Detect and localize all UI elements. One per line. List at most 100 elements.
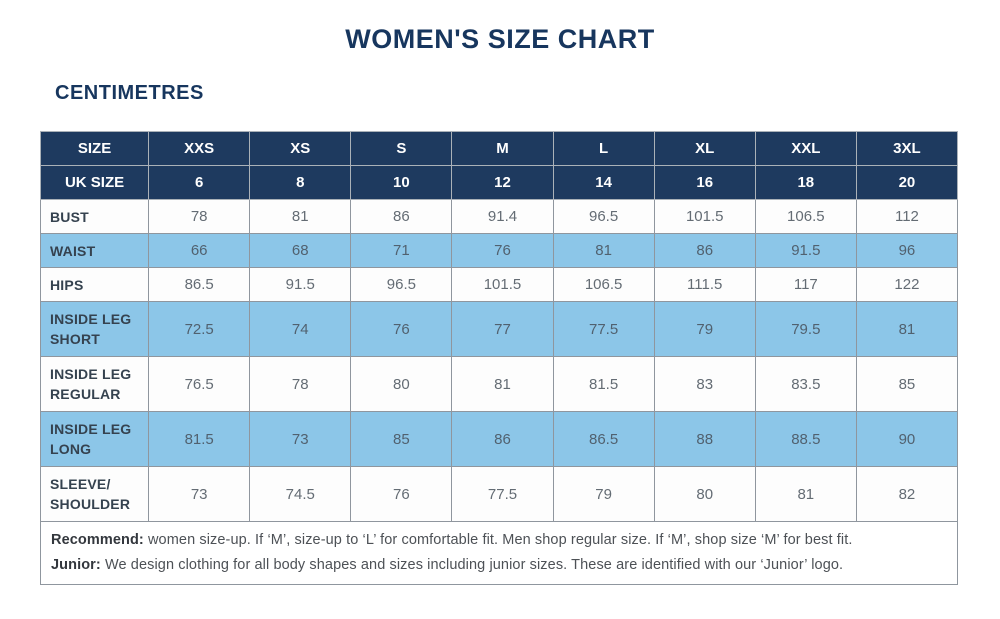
note-line: Junior: We design clothing for all body … — [51, 557, 844, 573]
header-row-label: SIZE — [39, 131, 150, 166]
table-row: INSIDE LEG REGULAR 76.5 78 80 81 81.5 83 83.5 85 — [39, 356, 959, 412]
row-label: SLEEVE/SHOULDER — [39, 466, 150, 522]
row-label: INSIDE LEG SHORT — [39, 301, 150, 357]
table-row: SLEEVE/SHOULDER 73 74.5 76 77.5 79 80 81 82 — [39, 466, 959, 522]
measurement-cell: 91.5 — [249, 267, 352, 302]
header-size-cell: 3XL — [855, 131, 959, 166]
measurement-cell: 68 — [249, 233, 352, 268]
measurement-cell: 96.5 — [350, 267, 453, 302]
header-size-cell: M — [451, 131, 554, 166]
measurement-cell: 85 — [350, 411, 453, 467]
measurement-cell: 79 — [653, 301, 756, 357]
measurement-cell: 91.4 — [451, 199, 554, 234]
measurement-cell: 77.5 — [451, 466, 554, 522]
measurement-cell: 122 — [855, 267, 959, 302]
header-size-cell: L — [552, 131, 655, 166]
measurement-cell: 90 — [855, 411, 959, 467]
measurement-cell: 79 — [552, 466, 655, 522]
measurement-cell: 81 — [855, 301, 959, 357]
measurement-cell: 80 — [350, 356, 453, 412]
row-label: BUST — [39, 199, 150, 234]
measurement-cell: 73 — [249, 411, 352, 467]
table-row: WAIST 66 68 71 76 81 86 91.5 96 — [39, 233, 959, 268]
measurement-cell: 82 — [855, 466, 959, 522]
measurement-cell: 86.5 — [552, 411, 655, 467]
measurement-cell: 80 — [653, 466, 756, 522]
header-size-cell: 18 — [754, 165, 857, 200]
measurement-cell: 96.5 — [552, 199, 655, 234]
size-chart-table: SIZE XXS XS S M L XL XXL 3XL UK SIZE 6 8 10 12 14 16 18 2… — [39, 131, 959, 585]
measurement-cell: 66 — [148, 233, 251, 268]
table-row: INSIDE LEG SHORT 72.5 74 76 77 77.5 79 79.5 81 — [39, 301, 959, 357]
row-label: HIPS — [39, 267, 150, 302]
measurement-cell: 76 — [350, 466, 453, 522]
header-size-cell: 16 — [653, 165, 756, 200]
measurement-cell: 88.5 — [754, 411, 857, 467]
measurement-cell: 86 — [451, 411, 554, 467]
measurement-cell: 85 — [855, 356, 959, 412]
header-size-cell: 6 — [148, 165, 251, 200]
measurement-cell: 81 — [451, 356, 554, 412]
header-row: SIZE XXS XS S M L XL XXL 3XL — [39, 131, 959, 166]
header-size-cell: S — [350, 131, 453, 166]
measurement-cell: 77 — [451, 301, 554, 357]
measurement-cell: 86 — [653, 233, 756, 268]
measurement-cell: 106.5 — [552, 267, 655, 302]
table-header: SIZE XXS XS S M L XL XXL 3XL UK SIZE 6 8 10 12 14 16 18 2… — [39, 131, 959, 200]
measurement-cell: 77.5 — [552, 301, 655, 357]
measurement-cell: 73 — [148, 466, 251, 522]
measurement-cell: 86 — [350, 199, 453, 234]
measurement-cell: 76.5 — [148, 356, 251, 412]
header-size-cell: 20 — [855, 165, 959, 200]
measurement-cell: 101.5 — [653, 199, 756, 234]
measurement-cell: 79.5 — [754, 301, 857, 357]
table-row: INSIDE LEG LONG 81.5 73 85 86 86.5 88 88.5 90 — [39, 411, 959, 467]
header-row: UK SIZE 6 8 10 12 14 16 18 20 — [39, 165, 959, 200]
page-title: WOMEN'S SIZE CHART — [345, 24, 655, 54]
measurement-cell: 81.5 — [552, 356, 655, 412]
header-size-cell: XXL — [754, 131, 857, 166]
measurement-cell: 76 — [350, 301, 453, 357]
row-label: INSIDE LEG REGULAR — [39, 356, 150, 412]
measurement-cell: 101.5 — [451, 267, 554, 302]
measurement-cell: 81 — [249, 199, 352, 234]
header-size-cell: XXS — [148, 131, 251, 166]
row-label: WAIST — [39, 233, 150, 268]
measurement-cell: 71 — [350, 233, 453, 268]
measurement-cell: 106.5 — [754, 199, 857, 234]
measurement-cell: 86.5 — [148, 267, 251, 302]
measurement-cell: 74.5 — [249, 466, 352, 522]
note-line: Recommend: women size-up. If ‘M’, size-u… — [51, 532, 853, 548]
notes-cell: Recommend: women size-up. If ‘M’, size-u… — [40, 521, 958, 585]
measurement-cell: 111.5 — [653, 267, 756, 302]
header-size-cell: XS — [249, 131, 352, 166]
header-size-cell: 10 — [350, 165, 453, 200]
measurement-cell: 81.5 — [148, 411, 251, 467]
measurement-cell: 91.5 — [754, 233, 857, 268]
table-row: BUST 78 81 86 91.4 96.5 101.5 106.5 112 — [39, 199, 959, 234]
header-size-cell: 12 — [451, 165, 554, 200]
measurement-cell: 81 — [552, 233, 655, 268]
measurement-cell: 78 — [148, 199, 251, 234]
measurement-cell: 74 — [249, 301, 352, 357]
notes-row: Recommend: women size-up. If ‘M’, size-u… — [40, 521, 958, 585]
table-body: BUST 78 81 86 91.4 96.5 101.5 106.5 112 WAIST 66 68… — [39, 199, 959, 585]
measurement-cell: 88 — [653, 411, 756, 467]
header-size-cell: 8 — [249, 165, 352, 200]
header-size-cell: XL — [653, 131, 756, 166]
measurement-cell: 117 — [754, 267, 857, 302]
measurement-cell: 76 — [451, 233, 554, 268]
measurement-cell: 83.5 — [754, 356, 857, 412]
measurement-cell: 96 — [855, 233, 959, 268]
header-size-cell: 14 — [552, 165, 655, 200]
measurement-cell: 112 — [855, 199, 959, 234]
row-label: INSIDE LEG LONG — [39, 411, 150, 467]
units-heading: CENTIMETRES — [55, 82, 204, 104]
header-row-label: UK SIZE — [39, 165, 150, 200]
measurement-cell: 81 — [754, 466, 857, 522]
table-row: HIPS 86.5 91.5 96.5 101.5 106.5 111.5 117 122 — [39, 267, 959, 302]
measurement-cell: 78 — [249, 356, 352, 412]
measurement-cell: 83 — [653, 356, 756, 412]
measurement-cell: 72.5 — [148, 301, 251, 357]
